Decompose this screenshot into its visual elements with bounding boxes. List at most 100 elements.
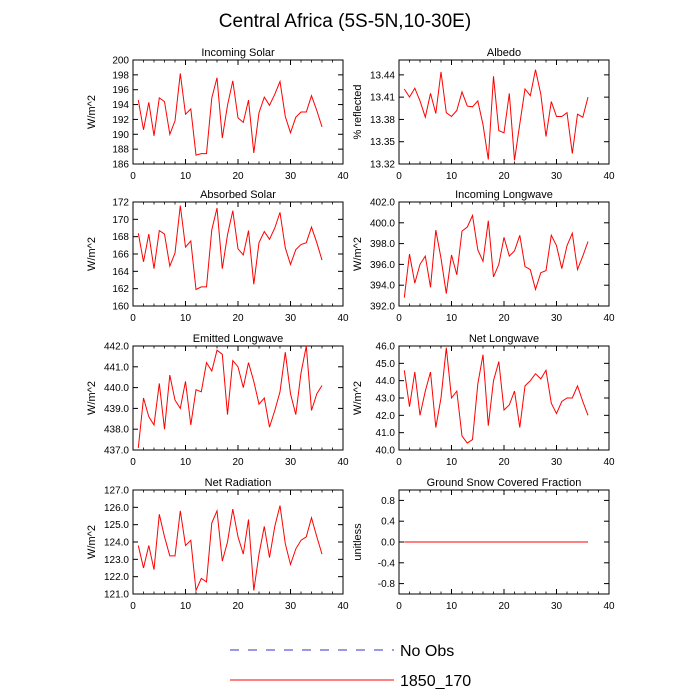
x-tick-label: 20	[498, 313, 510, 324]
plot-frame	[132, 489, 344, 595]
panel-title: Absorbed Solar	[200, 189, 276, 201]
x-tick-label: 30	[285, 313, 297, 324]
plot-frame	[398, 201, 610, 307]
x-tick-label: 0	[130, 313, 136, 324]
y-tick-label: 164	[112, 267, 129, 278]
y-tick-label: 394.0	[370, 281, 395, 292]
y-axis-label: W/m^2	[86, 95, 98, 129]
y-tick-label: 121.0	[104, 590, 129, 601]
y-tick-label: 45.0	[376, 359, 396, 370]
x-tick-label: 30	[551, 313, 563, 324]
panel-title: Net Longwave	[469, 333, 539, 345]
x-tick-label: 40	[603, 457, 615, 468]
x-tick-label: 20	[232, 601, 244, 612]
x-tick-label: 10	[180, 601, 192, 612]
x-tick-label: 0	[396, 171, 402, 182]
y-tick-label: 442.0	[104, 342, 129, 353]
legend: No Obs 1850_170	[230, 643, 471, 690]
y-tick-label: 0.4	[381, 517, 395, 528]
y-tick-label: 0.8	[381, 496, 395, 507]
figure-title: Central Africa (5S-5N,10-30E)	[219, 11, 471, 32]
x-tick-label: 0	[396, 457, 402, 468]
y-tick-label: 398.0	[370, 239, 395, 250]
legend-label-1850-170: 1850_170	[400, 673, 471, 690]
y-tick-label: 123.0	[104, 555, 129, 566]
panel-title: Emitted Longwave	[193, 333, 284, 345]
y-axis-label: unitless	[352, 523, 364, 561]
x-tick-label: 40	[603, 171, 615, 182]
y-tick-label: 126.0	[104, 503, 129, 514]
y-axis-label: W/m^2	[352, 381, 364, 415]
y-axis-label: W/m^2	[86, 525, 98, 559]
y-tick-label: 13.41	[370, 93, 395, 104]
x-tick-label: 10	[446, 171, 458, 182]
x-tick-label: 40	[337, 457, 349, 468]
x-tick-label: 30	[551, 171, 563, 182]
y-tick-label: 13.32	[370, 160, 395, 171]
x-tick-label: 20	[498, 171, 510, 182]
plot-frame	[132, 201, 344, 307]
x-tick-label: 40	[603, 601, 615, 612]
y-tick-label: 439.0	[104, 404, 129, 415]
y-tick-label: 440.0	[104, 383, 129, 394]
x-tick-label: 20	[232, 457, 244, 468]
y-tick-label: 44.0	[376, 376, 396, 387]
y-tick-label: 438.0	[104, 425, 129, 436]
y-tick-label: 0.0	[381, 538, 395, 549]
series-line-1850-170	[137, 505, 323, 593]
x-tick-label: 30	[551, 457, 563, 468]
series-line-1850-170	[403, 347, 589, 444]
panel-2: Albedo 0 10 20 30 40 13.32 13.35 13.38 13.41 13.44…	[352, 47, 615, 182]
y-axis-label: W/m^2	[86, 237, 98, 271]
y-tick-label: 190	[112, 130, 129, 141]
x-tick-label: 20	[498, 601, 510, 612]
y-tick-label: 172	[112, 198, 129, 209]
y-tick-label: 46.0	[376, 342, 396, 353]
y-tick-label: 396.0	[370, 260, 395, 271]
series-line-1850-170	[137, 73, 323, 156]
x-tick-label: 10	[180, 457, 192, 468]
y-tick-label: 392.0	[370, 302, 395, 313]
y-tick-label: 186	[112, 160, 129, 171]
x-tick-label: 20	[498, 457, 510, 468]
panel-title: Albedo	[487, 47, 521, 59]
y-tick-label: 168	[112, 232, 129, 243]
y-tick-label: 194	[112, 100, 129, 111]
panel-7: Net Radiation 0 10 20 30 40 121.0 122.0 123.0 124…	[86, 477, 349, 612]
y-tick-label: 13.38	[370, 115, 395, 126]
y-axis-label: W/m^2	[86, 381, 98, 415]
x-tick-label: 20	[232, 313, 244, 324]
y-tick-label: 13.44	[370, 70, 395, 81]
x-tick-label: 30	[285, 601, 297, 612]
y-tick-label: 188	[112, 145, 129, 156]
y-tick-label: 198	[112, 70, 129, 81]
y-tick-label: 196	[112, 85, 129, 96]
y-axis-label: % reflected	[352, 84, 364, 139]
x-tick-label: 40	[337, 601, 349, 612]
plot-frame	[132, 345, 344, 451]
series-line-1850-170	[137, 345, 323, 448]
x-tick-label: 40	[337, 313, 349, 324]
x-tick-label: 10	[180, 171, 192, 182]
panel-title: Incoming Solar	[201, 47, 275, 59]
x-tick-label: 10	[446, 601, 458, 612]
x-tick-label: 10	[180, 313, 192, 324]
y-tick-label: 402.0	[370, 198, 395, 209]
y-tick-label: 127.0	[104, 486, 129, 497]
y-tick-label: 200	[112, 56, 129, 67]
panel-3: Absorbed Solar 0 10 20 30 40 160 162 164 166 168 17…	[86, 189, 349, 324]
x-tick-label: 40	[603, 313, 615, 324]
panel-8: Ground Snow Covered Fraction 0 10 20 30 40 -0.…	[352, 477, 615, 612]
y-tick-label: 42.0	[376, 411, 396, 422]
y-tick-label: -0.4	[378, 558, 396, 569]
y-tick-label: 192	[112, 115, 129, 126]
y-tick-label: 437.0	[104, 446, 129, 457]
x-tick-label: 0	[130, 601, 136, 612]
y-tick-label: 125.0	[104, 520, 129, 531]
y-axis-label: W/m^2	[352, 237, 364, 271]
y-tick-label: 124.0	[104, 538, 129, 549]
x-tick-label: 20	[232, 171, 244, 182]
legend-label-no-obs: No Obs	[400, 643, 454, 660]
y-tick-label: -0.8	[378, 579, 396, 590]
